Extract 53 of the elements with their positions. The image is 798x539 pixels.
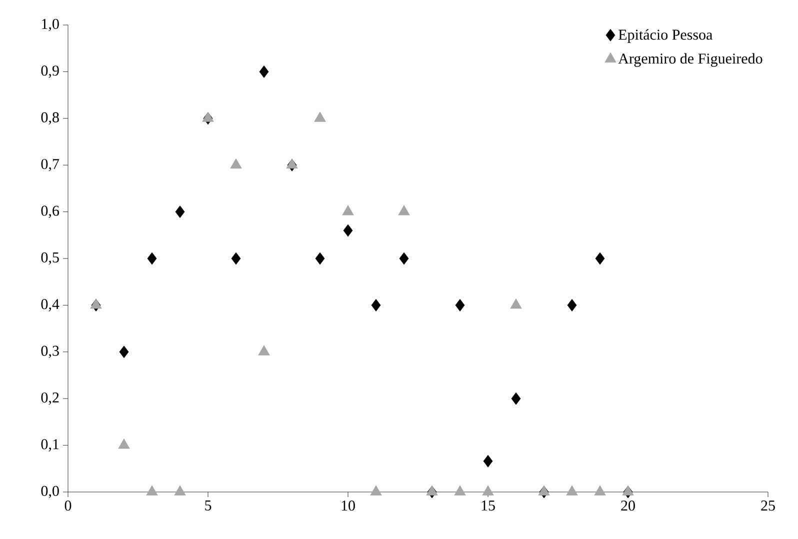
point	[567, 299, 577, 312]
point	[286, 158, 298, 169]
point	[343, 224, 353, 237]
point	[371, 299, 381, 312]
point	[90, 298, 102, 309]
point	[511, 392, 521, 405]
y-tick-label: 0,6	[41, 206, 60, 218]
point	[118, 438, 130, 449]
y-tick-label: 0,1	[41, 439, 59, 452]
point	[399, 252, 409, 265]
point	[147, 252, 157, 265]
point	[314, 112, 326, 122]
point	[119, 346, 129, 358]
x-tick-label: 20	[621, 500, 635, 511]
point	[398, 205, 410, 216]
point	[231, 252, 241, 265]
y-tick-label: 0,9	[41, 66, 59, 78]
y-tick-label: 0,3	[41, 346, 59, 358]
point	[202, 112, 214, 122]
y-tick-label: 0,2	[41, 392, 59, 405]
point	[426, 485, 438, 496]
point	[342, 205, 354, 216]
point	[146, 485, 158, 496]
point	[174, 485, 186, 496]
point	[622, 485, 634, 496]
point	[538, 485, 550, 496]
point	[175, 206, 185, 218]
x-tick-label: 10	[342, 500, 355, 511]
y-tick-label: 0,7	[41, 158, 60, 172]
point	[455, 299, 465, 312]
y-tick-label: 0,5	[41, 252, 59, 265]
point	[483, 454, 493, 468]
point	[230, 158, 242, 169]
y-tick-label: 0,4	[41, 299, 60, 312]
y-tick-label: 0,8	[41, 112, 59, 125]
x-tick-label: 15	[482, 500, 495, 511]
point	[454, 485, 466, 496]
point	[259, 66, 269, 78]
y-tick-label: 1,0	[42, 18, 59, 32]
point	[315, 252, 325, 265]
y-tick-label: 0,0	[41, 486, 59, 498]
point	[595, 252, 605, 265]
x-tick-label: 0	[64, 500, 72, 511]
x-tick-label: 25	[761, 500, 775, 511]
x-tick-label: 5	[205, 500, 212, 510]
legend-label: Argemiro de Figueiredo	[618, 53, 762, 67]
point	[566, 485, 578, 496]
point	[482, 485, 494, 496]
point	[594, 485, 606, 496]
point	[510, 298, 522, 309]
point	[370, 485, 382, 496]
point	[258, 345, 270, 356]
legend-label: Epitácio Pessoa	[618, 29, 712, 43]
